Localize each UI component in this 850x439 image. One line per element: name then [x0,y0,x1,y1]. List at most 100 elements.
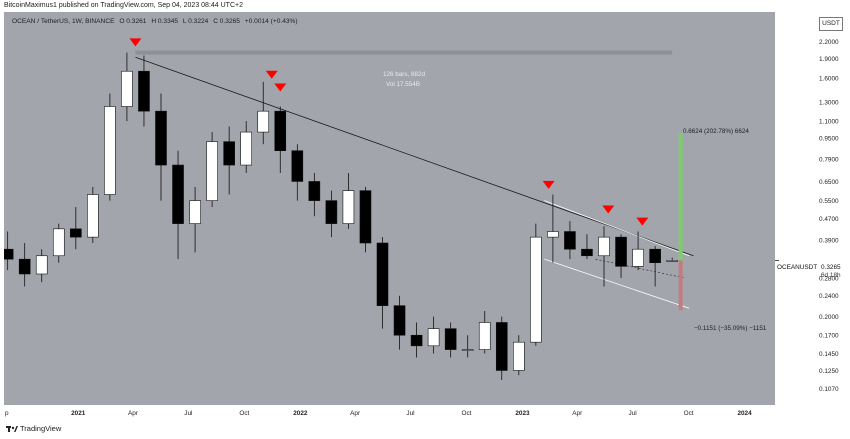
candle-body [393,305,406,336]
price-tag-symbol: OCEANUSDT [777,264,818,271]
time-tick-label: Oct [462,410,472,417]
channel-upper-line [544,200,690,257]
tradingview-logo: TradingView [6,423,61,435]
price-tick-label: 1.3000 [819,99,839,106]
candle-body [359,190,372,244]
candle-body [427,328,440,347]
time-tick-label: Jul [629,410,637,417]
currency-button[interactable]: USDT [819,17,843,31]
candle-body [240,131,252,166]
candle-body [308,181,321,201]
candle-body [564,231,576,250]
resistance-rejection-arrow [265,70,278,79]
time-axis[interactable]: p 2021 Apr Jul Oct 2022 Apr Jul Oct 2023 Apr Jul Oct… [4,405,775,419]
candle-body [615,236,627,267]
resistance-rejection-arrow [636,217,649,226]
candle-body [274,110,287,152]
candle-body [461,349,474,351]
candle-body [666,260,678,262]
projection-down-bar [678,260,683,311]
publish-header-text: BitcoinMaximus1 published on TradingView… [4,2,243,9]
time-tick-label: 2024 [737,410,752,417]
price-tick-label: 0.7900 [819,157,839,164]
candle-body [206,141,218,201]
price-tick-label: 0.9500 [819,135,839,142]
price-tick-label: 0.5500 [819,198,839,205]
price-tick-label: 2.2000 [819,39,839,46]
candle-body [87,194,99,238]
price-tick-label: 0.6500 [819,179,839,186]
candle-body [495,322,508,371]
tradingview-brand: TradingView [20,424,62,433]
time-tick-label: Apr [572,410,583,417]
candle-body [223,141,235,166]
price-tick-label: 0.1700 [819,333,839,340]
projection-up-label: 0.6624 (202.78%) 6624 [683,128,749,135]
publish-header: BitcoinMaximus1 published on TradingView… [0,0,850,12]
price-tick-label: 0.2400 [819,293,839,300]
price-tick-label: 0.1250 [819,368,839,375]
measure-span-bar [135,50,673,55]
candle-body [138,70,150,112]
price-tick-label: 1.1000 [819,119,839,126]
candle-body [4,248,14,260]
price-tick-label: 0.3900 [819,238,839,245]
price-tick-label: 0.2000 [819,314,839,321]
candle-body [598,236,610,257]
candle-body [581,248,593,257]
price-axis-ticks: 2.60002.20001.90001.60001.30001.10000.95… [775,20,839,393]
projection-up-bar [678,133,683,261]
candle-body [325,200,338,224]
chart-plot-area[interactable]: OCEAN / TetherUS, 1W, BINANCE O 0.3261 H… [4,12,775,405]
price-tick-label: 0.2800 [819,276,839,283]
price-tick-label: 0.1450 [819,351,839,358]
measure-bars-label: 126 bars, 882d [383,71,426,78]
candle-body [291,150,304,182]
candle-body [530,236,542,343]
time-tick-label: Oct [239,410,249,417]
candle-body [444,328,457,350]
time-tick-label: Apr [128,410,139,417]
legend-open: O 0.3261 [119,18,147,25]
candle-body [155,110,167,166]
channel-lower-line [544,258,690,309]
time-tick-label: 2022 [293,410,308,417]
time-tick-label: 2021 [71,410,86,417]
candle-body [35,255,48,275]
candle-body [478,322,491,350]
legend-change: +0.0014 (+0.43%) [244,18,298,25]
resistance-rejection-arrow [129,38,142,47]
resistance-rejection-arrow [542,180,555,189]
price-tick-label: 1.6000 [819,76,839,83]
candle-body [513,341,525,371]
time-axis-ticks: p 2021 Apr Jul Oct 2022 Apr Jul Oct 2023 Apr Jul Oct… [5,410,752,417]
time-tick-label: Apr [350,410,361,417]
time-tick-label: Oct [684,410,694,417]
candle-body [649,248,661,264]
candle-body [410,334,423,347]
candle-body [104,106,116,195]
price-tag-price: 0.3265 [821,264,841,271]
legend-high: H 0.3345 [151,18,179,25]
candlestick-chart [4,38,694,381]
candle-body [342,190,355,224]
price-tick-label: 0.1070 [819,386,839,393]
legend-close: C 0.3265 [213,18,240,25]
chart-legend: OCEAN / TetherUS, 1W, BINANCE O 0.3261 H… [12,18,301,25]
time-tick-label: p [5,410,9,417]
candle-body [189,200,201,224]
price-axis[interactable]: 2.60002.20001.90001.60001.30001.10000.95… [775,12,850,405]
candle-body [257,110,270,133]
footer: TradingView [0,419,850,439]
candle-body [70,228,82,238]
candle-body [632,248,644,267]
measure-volume-label: Vol 17.554B [386,81,420,88]
time-tick-label: Jul [184,410,192,417]
candle-body [376,242,389,306]
candle-body [172,164,184,224]
time-tick-label: 2023 [515,410,530,417]
channel-mid-dashed [595,258,686,279]
candle-body [547,231,559,238]
resistance-rejection-arrow [274,83,287,92]
candle-body [121,70,133,107]
